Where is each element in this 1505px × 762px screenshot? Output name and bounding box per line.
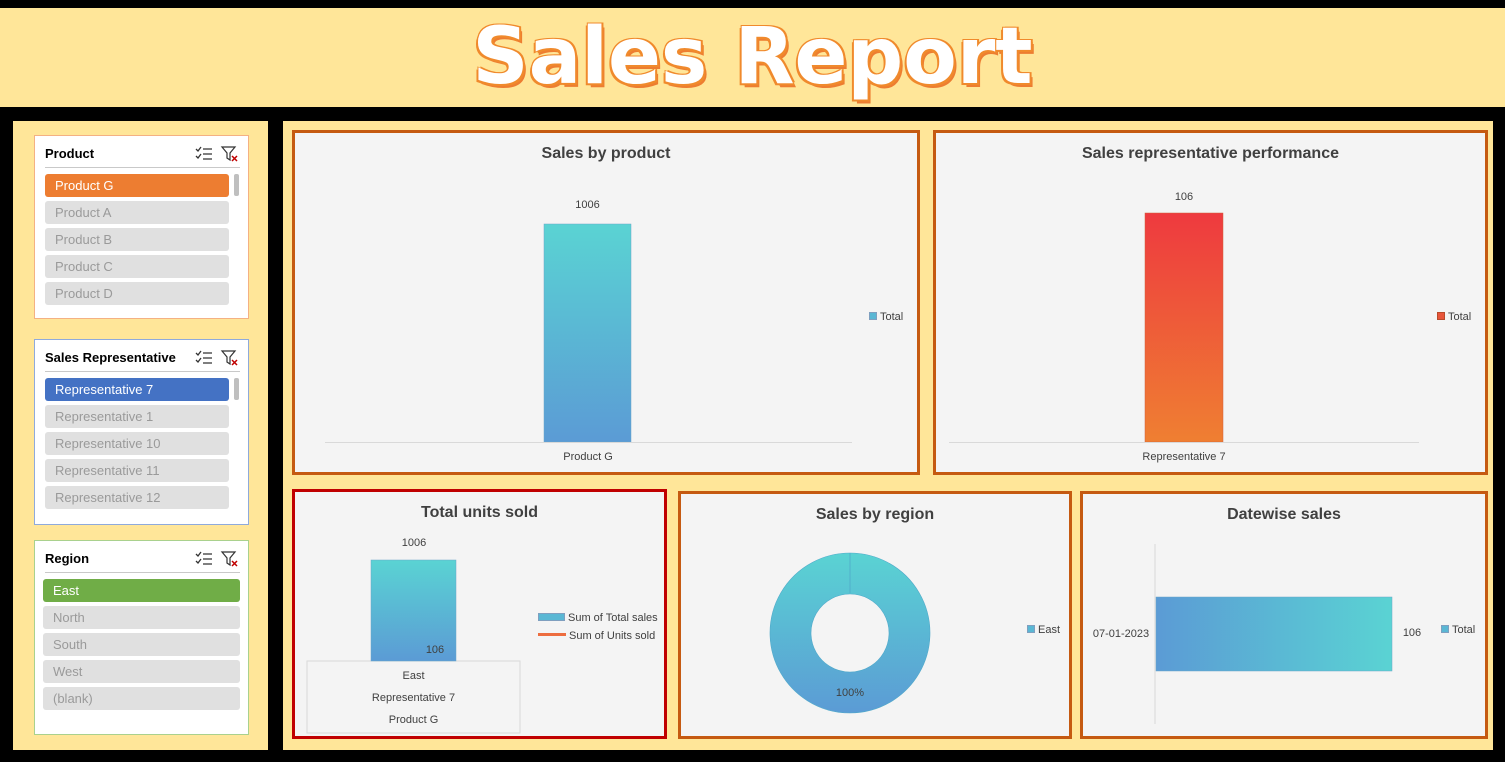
bar-representative-7 bbox=[1144, 212, 1224, 443]
slicer-scrollbar[interactable] bbox=[234, 174, 239, 196]
chart-legend: East bbox=[1027, 624, 1060, 636]
slicer-header: Product bbox=[45, 144, 240, 168]
charts-panel: Sales by product 1006 Product G bbox=[283, 121, 1493, 750]
category-label-region: East bbox=[402, 670, 425, 682]
clear-filter-icon[interactable] bbox=[220, 549, 240, 569]
chart-title: Total units sold bbox=[420, 504, 539, 521]
sales-rep-slicer: Sales Representative Representative 7 Re… bbox=[34, 339, 249, 525]
data-label: 1006 bbox=[575, 199, 600, 211]
slicer-item-representative-12[interactable]: Representative 12 bbox=[45, 486, 229, 509]
category-label: 07-01-2023 bbox=[1092, 628, 1150, 640]
multi-select-icon[interactable] bbox=[194, 348, 214, 368]
total-units-sold-chart[interactable]: Total units sold 1006 106 East Represent… bbox=[292, 489, 667, 739]
bar-east-representative-7-product-g bbox=[370, 559, 457, 662]
multi-select-icon[interactable] bbox=[194, 144, 214, 164]
slicer-item-east[interactable]: East bbox=[43, 579, 240, 602]
report-title: Sales Report bbox=[472, 12, 1033, 102]
bar-product-g bbox=[543, 223, 632, 443]
slicer-item-product-b[interactable]: Product B bbox=[45, 228, 229, 251]
chart-plot bbox=[769, 552, 931, 714]
chart-title: Sales by product bbox=[541, 145, 671, 162]
legend-swatch bbox=[538, 613, 565, 621]
datewise-sales-chart[interactable]: Datewise sales 07-01-2023 106 Total bbox=[1080, 491, 1488, 739]
slicer-item-south[interactable]: South bbox=[43, 633, 240, 656]
slicer-item-blank[interactable]: (blank) bbox=[43, 687, 240, 710]
legend-item-total-sales: Sum of Total sales bbox=[538, 612, 658, 624]
category-label: Product G bbox=[563, 451, 613, 463]
chart-title: Datewise sales bbox=[1227, 506, 1341, 523]
legend-label: Sum of Total sales bbox=[568, 612, 658, 624]
data-label-total-sales: 1006 bbox=[401, 537, 427, 549]
slicer-item-representative-7[interactable]: Representative 7 bbox=[45, 378, 229, 401]
bar-07-01-2023 bbox=[1155, 596, 1393, 672]
legend-item-units-sold: Sum of Units sold bbox=[538, 630, 655, 642]
slicer-item-west[interactable]: West bbox=[43, 660, 240, 683]
data-label: 106 bbox=[1174, 191, 1194, 203]
slicer-panel: Product Product G Product A Product B Pr… bbox=[13, 121, 268, 750]
legend-swatch bbox=[1437, 312, 1445, 320]
category-label-product: Product G bbox=[388, 714, 439, 726]
slicer-header: Region bbox=[45, 549, 240, 573]
slice-east bbox=[769, 552, 931, 714]
slicer-item-product-a[interactable]: Product A bbox=[45, 201, 229, 224]
slicer-item-representative-10[interactable]: Representative 10 bbox=[45, 432, 229, 455]
category-label: Representative 7 bbox=[1142, 451, 1226, 463]
data-label-units-sold: 106 bbox=[425, 644, 445, 656]
slicer-item-north[interactable]: North bbox=[43, 606, 240, 629]
slicer-title: Region bbox=[45, 551, 90, 566]
legend-swatch bbox=[1441, 625, 1449, 633]
slicer-item-representative-1[interactable]: Representative 1 bbox=[45, 405, 229, 428]
category-label-representative: Representative 7 bbox=[371, 692, 456, 704]
slicer-item-product-g[interactable]: Product G bbox=[45, 174, 229, 197]
legend-label: East bbox=[1038, 624, 1061, 636]
chart-legend: Total bbox=[1441, 624, 1475, 636]
sales-rep-performance-chart[interactable]: Sales representative performance 106 Rep… bbox=[933, 130, 1488, 475]
chart-plot bbox=[1154, 544, 1393, 724]
clear-filter-icon[interactable] bbox=[220, 144, 240, 164]
title-banner: Sales Report bbox=[0, 8, 1505, 107]
sales-by-region-chart[interactable]: Sales by region 100% East bbox=[678, 491, 1072, 739]
chart-title: Sales by region bbox=[815, 506, 935, 523]
legend-label: Total bbox=[1452, 624, 1476, 636]
clear-filter-icon[interactable] bbox=[220, 348, 240, 368]
slicer-item-representative-11[interactable]: Representative 11 bbox=[45, 459, 229, 482]
category-axis bbox=[325, 442, 852, 443]
legend-swatch bbox=[1027, 625, 1035, 633]
multi-select-icon[interactable] bbox=[194, 549, 214, 569]
slicer-header: Sales Representative bbox=[45, 348, 240, 372]
legend-swatch bbox=[869, 312, 877, 320]
data-label: 106 bbox=[1402, 627, 1422, 639]
chart-title: Sales representative performance bbox=[1081, 145, 1339, 162]
legend-line-swatch bbox=[538, 633, 566, 636]
chart-legend: Total bbox=[869, 311, 903, 323]
slicer-title: Product bbox=[45, 146, 95, 161]
chart-plot bbox=[543, 223, 632, 443]
category-axis bbox=[949, 442, 1419, 443]
sales-by-product-chart[interactable]: Sales by product 1006 Product G bbox=[292, 130, 920, 475]
legend-label: Total bbox=[1448, 311, 1472, 323]
slicer-title: Sales Representative bbox=[45, 350, 176, 365]
slicer-scrollbar[interactable] bbox=[234, 378, 239, 400]
legend-label: Total bbox=[880, 311, 904, 323]
data-label: 100% bbox=[835, 687, 865, 699]
product-slicer: Product Product G Product A Product B Pr… bbox=[34, 135, 249, 319]
slicer-item-product-d[interactable]: Product D bbox=[45, 282, 229, 305]
region-slicer: Region East North South West (blank) bbox=[34, 540, 249, 735]
slicer-item-product-c[interactable]: Product C bbox=[45, 255, 229, 278]
legend-label: Sum of Units sold bbox=[569, 630, 656, 642]
chart-legend: Total bbox=[1437, 311, 1471, 323]
chart-plot bbox=[1144, 212, 1224, 443]
chart-plot bbox=[306, 559, 521, 734]
